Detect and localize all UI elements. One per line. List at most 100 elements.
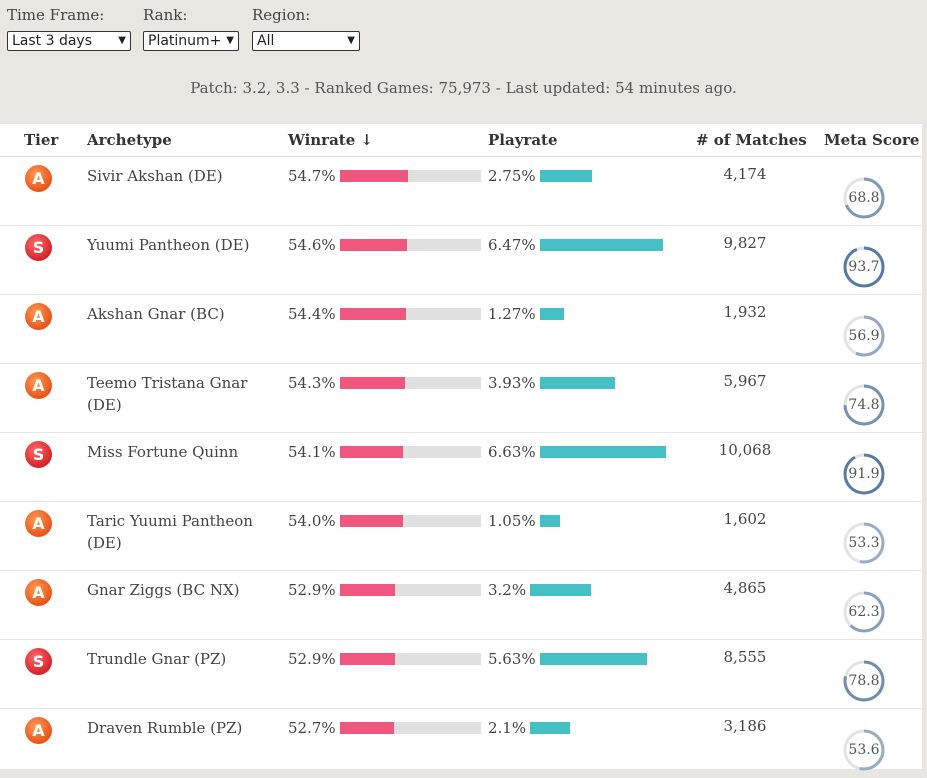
winrate-bar bbox=[339, 308, 406, 320]
winrate-value: 54.7% bbox=[288, 167, 336, 185]
meta-score-ring: 56.9 bbox=[842, 314, 886, 358]
table-row[interactable]: A Akshan Gnar (BC) 54.4% 1.27% 1,932 56.… bbox=[0, 295, 922, 364]
playrate-bar bbox=[539, 170, 592, 182]
winrate-value: 54.0% bbox=[288, 512, 336, 530]
meta-score-value: 91.9 bbox=[848, 466, 880, 482]
archetype-name[interactable]: Sivir Akshan (DE) bbox=[87, 167, 223, 185]
meta-score-value: 53.6 bbox=[848, 742, 880, 758]
winrate-value: 54.4% bbox=[288, 305, 336, 323]
playrate-value: 6.47% bbox=[488, 236, 536, 254]
winrate-bar bbox=[339, 653, 395, 665]
winrate-bar-track bbox=[339, 170, 481, 182]
winrate-bar bbox=[339, 170, 408, 182]
playrate-cell: 3.93% bbox=[488, 372, 615, 394]
playrate-cell: 2.1% bbox=[488, 717, 571, 739]
winrate-bar bbox=[339, 377, 405, 389]
playrate-bar bbox=[530, 584, 592, 596]
meta-score-ring: 53.6 bbox=[842, 728, 886, 772]
playrate-bar bbox=[539, 515, 560, 527]
winrate-cell: 54.0% bbox=[288, 510, 481, 532]
playrate-value: 6.63% bbox=[488, 443, 536, 461]
table-row[interactable]: A Gnar Ziggs (BC NX) 52.9% 3.2% 4,865 62… bbox=[0, 571, 922, 640]
col-matches[interactable]: # of Matches bbox=[696, 131, 807, 149]
playrate-value: 2.1% bbox=[488, 719, 527, 737]
playrate-value: 5.63% bbox=[488, 650, 536, 668]
playrate-cell: 3.2% bbox=[488, 579, 592, 601]
winrate-cell: 54.6% bbox=[288, 234, 481, 256]
col-winrate[interactable]: Winrate ↓ bbox=[288, 131, 374, 149]
meta-score-value: 62.3 bbox=[848, 604, 880, 620]
winrate-bar-track bbox=[339, 653, 481, 665]
winrate-bar-track bbox=[339, 446, 481, 458]
archetype-name[interactable]: Draven Rumble (PZ) bbox=[87, 719, 243, 737]
time-frame-value: Last 3 days bbox=[12, 33, 93, 49]
rank-select[interactable]: Platinum+ ▼ bbox=[143, 31, 239, 51]
meta-score-value: 53.3 bbox=[848, 535, 880, 551]
winrate-bar-track bbox=[339, 239, 481, 251]
col-meta-score[interactable]: Meta Score bbox=[824, 131, 920, 149]
winrate-bar bbox=[339, 722, 394, 734]
winrate-bar-track bbox=[339, 515, 481, 527]
meta-score-value: 93.7 bbox=[848, 259, 880, 275]
matches-count: 1,602 bbox=[723, 510, 767, 528]
col-tier[interactable]: Tier bbox=[24, 131, 59, 149]
tier-badge: A bbox=[25, 372, 52, 399]
meta-score-ring: 74.8 bbox=[842, 383, 886, 427]
time-frame-select[interactable]: Last 3 days ▼ bbox=[7, 31, 131, 51]
matches-count: 4,865 bbox=[723, 579, 767, 597]
winrate-bar bbox=[339, 584, 395, 596]
playrate-cell: 1.05% bbox=[488, 510, 560, 532]
meta-score-ring-icon bbox=[843, 660, 885, 702]
time-frame-filter: Time Frame: Last 3 days ▼ bbox=[7, 4, 131, 51]
table-row[interactable]: S Yuumi Pantheon (DE) 54.6% 6.47% 9,827 … bbox=[0, 226, 922, 295]
playrate-value: 3.93% bbox=[488, 374, 536, 392]
table-row[interactable]: S Trundle Gnar (PZ) 52.9% 5.63% 8,555 78… bbox=[0, 640, 922, 709]
playrate-bar bbox=[530, 722, 571, 734]
archetype-name[interactable]: Taric Yuumi Pantheon (DE) bbox=[87, 512, 253, 552]
playrate-bar bbox=[539, 446, 666, 458]
tier-badge: A bbox=[25, 579, 52, 606]
time-frame-label: Time Frame: bbox=[7, 6, 105, 24]
col-playrate[interactable]: Playrate bbox=[488, 131, 558, 149]
chevron-down-icon: ▼ bbox=[118, 35, 126, 46]
winrate-value: 52.9% bbox=[288, 650, 336, 668]
table-row[interactable]: A Draven Rumble (PZ) 52.7% 2.1% 3,186 53… bbox=[0, 709, 922, 778]
matches-count: 8,555 bbox=[723, 648, 767, 666]
archetype-name[interactable]: Yuumi Pantheon (DE) bbox=[87, 236, 250, 254]
region-label: Region: bbox=[252, 6, 311, 24]
winrate-cell: 54.1% bbox=[288, 441, 481, 463]
table-row[interactable]: A Teemo Tristana Gnar (DE) 54.3% 3.93% 5… bbox=[0, 364, 922, 433]
col-archetype[interactable]: Archetype bbox=[87, 131, 172, 149]
tier-badge: S bbox=[25, 648, 52, 675]
rank-value: Platinum+ bbox=[148, 33, 222, 49]
winrate-bar bbox=[339, 515, 403, 527]
archetype-table: Tier Archetype Winrate ↓ Playrate # of M… bbox=[0, 124, 922, 778]
matches-count: 4,174 bbox=[723, 165, 767, 183]
meta-score-ring: 53.3 bbox=[842, 521, 886, 565]
table-row[interactable]: S Miss Fortune Quinn 54.1% 6.63% 10,068 … bbox=[0, 433, 922, 502]
winrate-cell: 54.3% bbox=[288, 372, 481, 394]
region-filter: Region: All ▼ bbox=[252, 4, 360, 51]
meta-score-ring: 68.8 bbox=[842, 176, 886, 220]
meta-score-ring: 62.3 bbox=[842, 590, 886, 634]
matches-count: 10,068 bbox=[718, 441, 772, 459]
winrate-value: 52.7% bbox=[288, 719, 336, 737]
winrate-bar bbox=[339, 446, 403, 458]
archetype-name[interactable]: Miss Fortune Quinn bbox=[87, 443, 239, 461]
meta-score-ring-icon bbox=[843, 453, 885, 495]
archetype-name[interactable]: Teemo Tristana Gnar (DE) bbox=[87, 374, 248, 414]
table-row[interactable]: A Sivir Akshan (DE) 54.7% 2.75% 4,174 68… bbox=[0, 157, 922, 226]
winrate-value: 52.9% bbox=[288, 581, 336, 599]
region-select[interactable]: All ▼ bbox=[252, 31, 360, 51]
winrate-cell: 54.4% bbox=[288, 303, 481, 325]
archetype-name[interactable]: Gnar Ziggs (BC NX) bbox=[87, 581, 240, 599]
matches-count: 1,932 bbox=[723, 303, 767, 321]
playrate-value: 2.75% bbox=[488, 167, 536, 185]
playrate-cell: 5.63% bbox=[488, 648, 647, 670]
table-row[interactable]: A Taric Yuumi Pantheon (DE) 54.0% 1.05% … bbox=[0, 502, 922, 571]
archetype-name[interactable]: Trundle Gnar (PZ) bbox=[87, 650, 227, 668]
archetype-name[interactable]: Akshan Gnar (BC) bbox=[87, 305, 225, 323]
patch-info: Patch: 3.2, 3.3 - Ranked Games: 75,973 -… bbox=[190, 79, 737, 97]
tier-badge: S bbox=[25, 441, 52, 468]
playrate-bar bbox=[539, 308, 564, 320]
